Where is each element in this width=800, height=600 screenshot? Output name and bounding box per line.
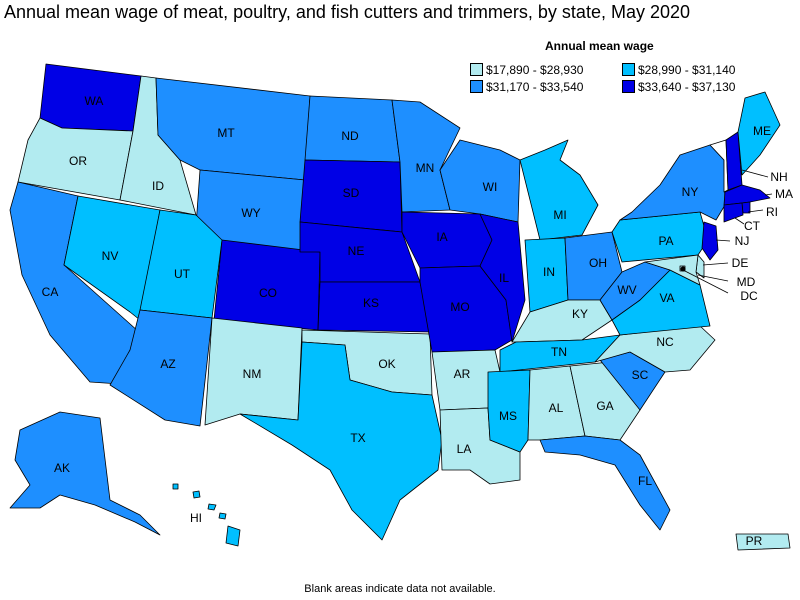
legend-label-b3: $31,170 - $33,540: [486, 80, 584, 94]
label-id: ID: [152, 179, 164, 193]
label-ny: NY: [682, 185, 699, 199]
label-wa: WA: [85, 94, 104, 108]
state-ri[interactable]: [741, 201, 751, 214]
state-fl[interactable]: [539, 435, 671, 531]
label-sd: SD: [343, 186, 360, 200]
legend-label-b2: $28,990 - $31,140: [638, 63, 736, 77]
legend-swatch-b1: [470, 63, 483, 76]
label-md: MD: [737, 275, 756, 289]
label-nm: NM: [243, 367, 262, 381]
label-al: AL: [549, 401, 564, 415]
label-hi: HI: [190, 511, 202, 525]
label-mn: MN: [416, 161, 435, 175]
state-nj[interactable]: [701, 221, 719, 261]
label-ky: KY: [572, 307, 588, 321]
state-il[interactable]: [479, 213, 526, 343]
label-me: ME: [753, 124, 771, 138]
label-ia: IA: [436, 230, 447, 244]
label-wv: WV: [617, 283, 636, 297]
state-vt[interactable]: [709, 139, 729, 193]
label-dc: DC: [740, 289, 758, 303]
label-mi: MI: [553, 208, 566, 222]
label-ct: CT: [744, 219, 761, 233]
state-co[interactable]: [213, 239, 321, 331]
label-ok: OK: [378, 357, 395, 371]
dc-marker: [680, 266, 686, 272]
state-labels: WA OR CA ID NV MT WY UT AZ CO NM ND SD N…: [42, 94, 793, 548]
label-nv: NV: [102, 249, 119, 263]
legend-item-b3: $31,170 - $33,540: [470, 80, 583, 94]
label-va: VA: [659, 291, 674, 305]
state-hi[interactable]: [172, 483, 241, 547]
label-ms: MS: [499, 409, 517, 423]
label-ak: AK: [54, 461, 70, 475]
state-mi[interactable]: [519, 139, 599, 241]
legend-swatch-b3: [470, 80, 483, 93]
state-me[interactable]: [737, 91, 781, 176]
label-wi: WI: [483, 180, 498, 194]
legend-label-b1: $17,890 - $28,930: [486, 63, 584, 77]
label-oh: OH: [589, 256, 607, 270]
label-pa: PA: [658, 234, 673, 248]
label-or: OR: [69, 154, 87, 168]
state-md[interactable]: [644, 254, 701, 286]
label-la: LA: [457, 442, 472, 456]
label-nd: ND: [341, 129, 359, 143]
state-nv[interactable]: [63, 195, 161, 321]
state-pr[interactable]: [735, 533, 791, 551]
label-de: DE: [732, 256, 749, 270]
label-fl: FL: [638, 474, 652, 488]
state-ky[interactable]: [511, 299, 613, 343]
label-nh: NH: [770, 170, 787, 184]
legend-item-b1: $17,890 - $28,930: [470, 63, 583, 77]
legend-item-b2: $28,990 - $31,140: [622, 63, 735, 77]
label-mt: MT: [217, 126, 235, 140]
label-ut: UT: [174, 267, 191, 281]
legend-swatch-b2: [622, 63, 635, 76]
label-nj: NJ: [735, 234, 750, 248]
label-az: AZ: [160, 357, 175, 371]
state-ak[interactable]: [9, 411, 161, 536]
label-ar: AR: [454, 367, 471, 381]
label-pr: PR: [746, 534, 763, 548]
label-wy: WY: [241, 206, 260, 220]
legend-swatch-b4: [622, 80, 635, 93]
legend-item-b4: $33,640 - $37,130: [622, 80, 735, 94]
label-ri: RI: [766, 205, 778, 219]
legend-title: Annual mean wage: [545, 39, 654, 53]
label-mo: MO: [450, 300, 469, 314]
label-nc: NC: [656, 335, 674, 349]
state-ct[interactable]: [723, 202, 744, 223]
label-ga: GA: [596, 399, 613, 413]
label-ks: KS: [363, 296, 379, 310]
state-ny[interactable]: [619, 144, 726, 221]
state-tx[interactable]: [239, 341, 443, 541]
label-sc: SC: [632, 368, 649, 382]
state-ut[interactable]: [139, 209, 223, 319]
label-co: CO: [259, 286, 277, 300]
map-title: Annual mean wage of meat, poultry, and f…: [4, 2, 691, 22]
legend-label-b4: $33,640 - $37,130: [638, 80, 736, 94]
label-ne: NE: [348, 244, 365, 258]
label-tn: TN: [551, 345, 567, 359]
state-wi[interactable]: [439, 139, 521, 223]
label-il: IL: [499, 271, 509, 285]
label-in: IN: [543, 265, 555, 279]
label-ca: CA: [42, 285, 59, 299]
footnote: Blank areas indicate data not available.: [304, 583, 496, 595]
label-ma: MA: [775, 187, 793, 201]
label-tx: TX: [350, 431, 365, 445]
